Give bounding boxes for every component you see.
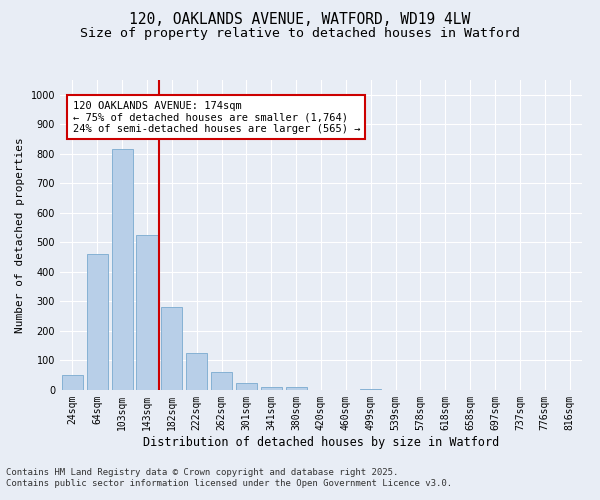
Bar bbox=[87, 254, 108, 390]
Bar bbox=[360, 388, 381, 390]
Bar bbox=[236, 382, 257, 390]
Text: Size of property relative to detached houses in Watford: Size of property relative to detached ho… bbox=[80, 28, 520, 40]
Text: 120, OAKLANDS AVENUE, WATFORD, WD19 4LW: 120, OAKLANDS AVENUE, WATFORD, WD19 4LW bbox=[130, 12, 470, 28]
Y-axis label: Number of detached properties: Number of detached properties bbox=[15, 137, 25, 333]
Bar bbox=[211, 372, 232, 390]
Bar bbox=[261, 387, 282, 390]
Text: 120 OAKLANDS AVENUE: 174sqm
← 75% of detached houses are smaller (1,764)
24% of : 120 OAKLANDS AVENUE: 174sqm ← 75% of det… bbox=[73, 100, 360, 134]
Bar bbox=[112, 150, 133, 390]
X-axis label: Distribution of detached houses by size in Watford: Distribution of detached houses by size … bbox=[143, 436, 499, 448]
Bar bbox=[161, 308, 182, 390]
Bar bbox=[62, 375, 83, 390]
Bar bbox=[186, 352, 207, 390]
Bar bbox=[136, 235, 158, 390]
Bar bbox=[286, 387, 307, 390]
Text: Contains HM Land Registry data © Crown copyright and database right 2025.
Contai: Contains HM Land Registry data © Crown c… bbox=[6, 468, 452, 487]
